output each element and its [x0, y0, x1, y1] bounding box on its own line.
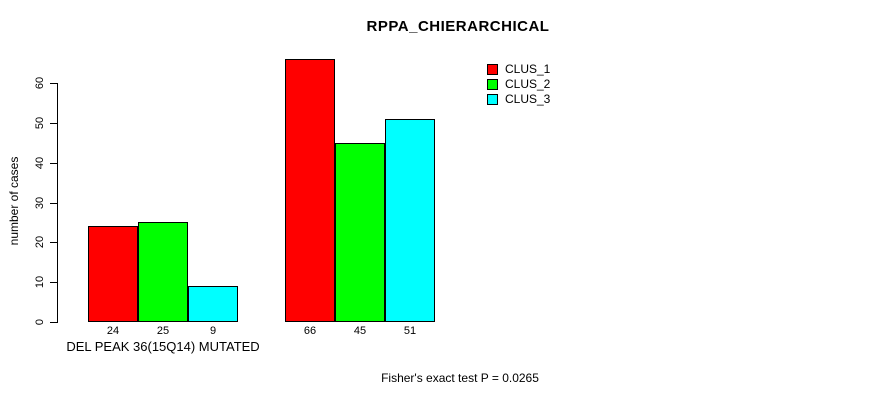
- bar-value-label: 25: [156, 325, 170, 337]
- y-axis-tick-label: 20: [34, 235, 46, 249]
- legend-swatch-clus_1: [487, 64, 498, 75]
- y-axis-tick-label: 0: [34, 318, 46, 326]
- y-axis-tick: [50, 83, 57, 84]
- bar-clus_2-group1: [138, 222, 188, 322]
- bar-value-label: 9: [209, 325, 217, 337]
- legend-swatch-clus_2: [487, 79, 498, 90]
- bar-clus_2-group2: [335, 143, 385, 322]
- legend-label: CLUS_3: [505, 92, 551, 106]
- y-axis-tick: [50, 322, 57, 323]
- bar-clus_1-group1: [88, 226, 138, 322]
- fisher-test-annotation: Fisher's exact test P = 0.0265: [381, 371, 539, 385]
- bar-clus_1-group2: [285, 59, 335, 322]
- y-axis-tick-label: 30: [34, 196, 46, 210]
- y-axis-tick: [50, 123, 57, 124]
- category-label: DEL PEAK 36(15Q14) MUTATED: [66, 339, 260, 354]
- y-axis-tick: [50, 203, 57, 204]
- y-axis-line: [57, 83, 58, 323]
- y-axis-tick: [50, 242, 57, 243]
- legend-label: CLUS_1: [505, 62, 551, 76]
- legend: CLUS_1 CLUS_2 CLUS_3: [487, 62, 550, 107]
- bar-value-label: 51: [403, 325, 417, 337]
- bar-value-label: 24: [106, 325, 120, 337]
- y-axis-tick-label: 60: [34, 76, 46, 90]
- y-axis-tick: [50, 282, 57, 283]
- legend-item-clus_3: CLUS_3: [487, 92, 550, 107]
- bar-value-label: 66: [303, 325, 317, 337]
- legend-swatch-clus_3: [487, 94, 498, 105]
- bar-clus_3-group1: [188, 286, 238, 322]
- bar-clus_3-group2: [385, 119, 435, 322]
- y-axis-tick-label: 50: [34, 116, 46, 130]
- bar-value-label: 45: [353, 325, 367, 337]
- y-axis-label: number of cases: [7, 156, 21, 246]
- y-axis-tick-label: 40: [34, 156, 46, 170]
- legend-item-clus_1: CLUS_1: [487, 62, 550, 77]
- y-axis-tick: [50, 163, 57, 164]
- legend-item-clus_2: CLUS_2: [487, 77, 550, 92]
- y-axis-tick-label: 10: [34, 275, 46, 289]
- chart-title: RPPA_CHIERARCHICAL: [366, 18, 550, 35]
- legend-label: CLUS_2: [505, 77, 551, 91]
